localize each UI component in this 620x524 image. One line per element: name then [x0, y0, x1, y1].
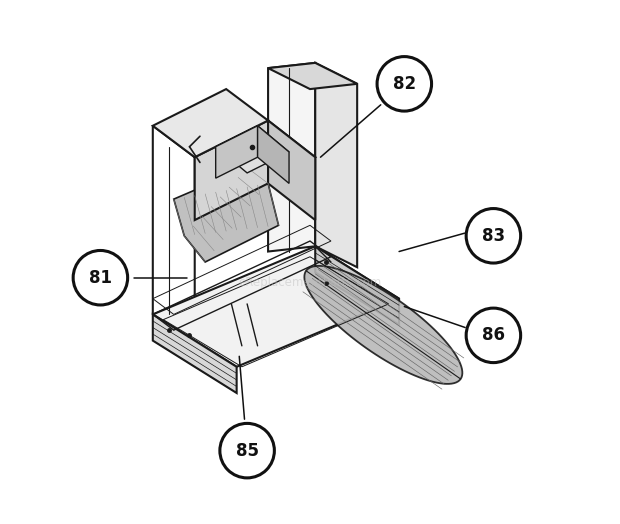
Circle shape [377, 57, 432, 111]
Polygon shape [153, 89, 268, 157]
Text: 81: 81 [89, 269, 112, 287]
Circle shape [73, 250, 128, 305]
Polygon shape [257, 126, 289, 183]
Polygon shape [174, 168, 278, 262]
Polygon shape [216, 126, 289, 173]
Polygon shape [268, 121, 315, 220]
Polygon shape [195, 121, 268, 220]
Circle shape [466, 209, 521, 263]
Polygon shape [195, 121, 315, 194]
Polygon shape [315, 246, 399, 325]
Text: 85: 85 [236, 442, 259, 460]
Text: eReplacementParts.com: eReplacementParts.com [238, 277, 382, 289]
Polygon shape [153, 246, 399, 367]
Polygon shape [315, 63, 357, 267]
Circle shape [220, 423, 275, 478]
Text: 82: 82 [392, 75, 416, 93]
Polygon shape [216, 126, 257, 178]
Text: 86: 86 [482, 326, 505, 344]
Polygon shape [304, 266, 463, 384]
Text: 83: 83 [482, 227, 505, 245]
Polygon shape [268, 63, 315, 252]
Circle shape [466, 308, 521, 363]
Polygon shape [268, 63, 357, 89]
Polygon shape [153, 314, 237, 393]
